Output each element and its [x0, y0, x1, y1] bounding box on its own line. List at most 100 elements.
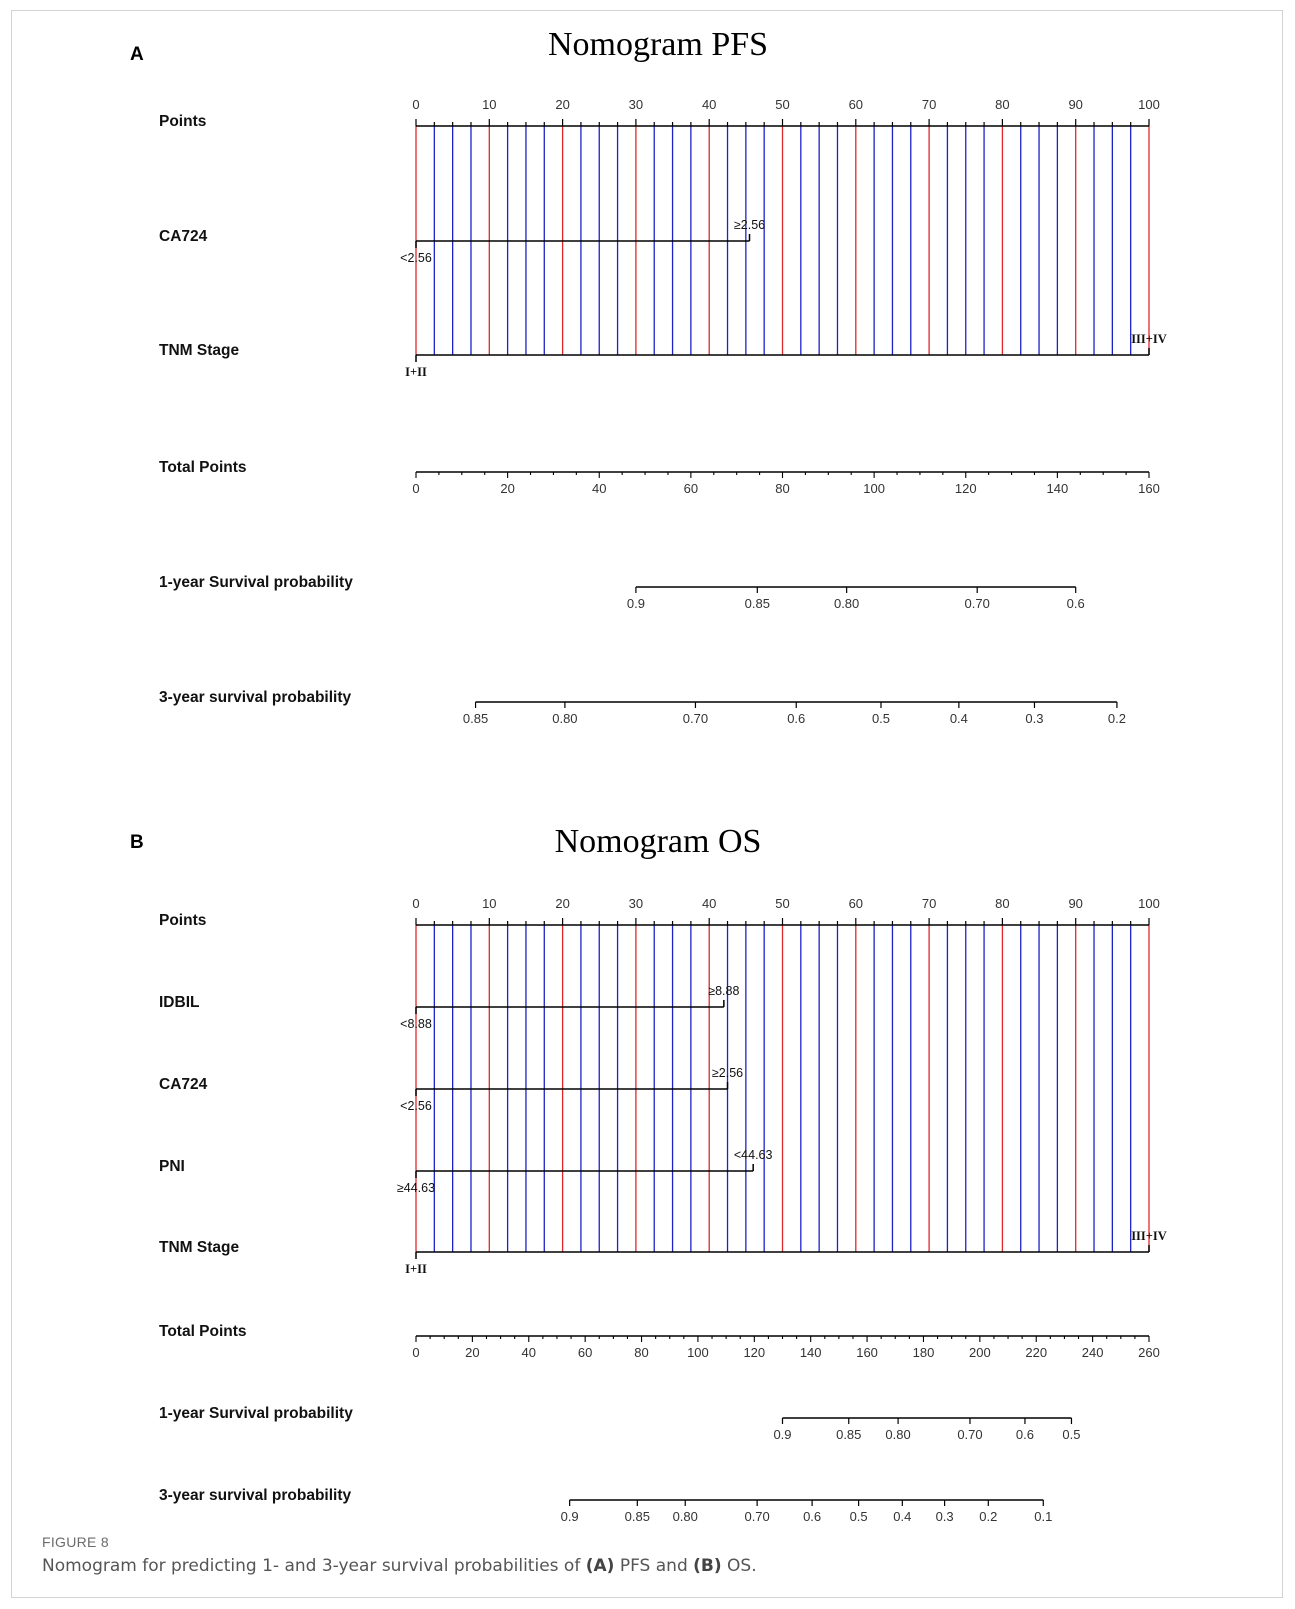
tick-label: 200	[969, 1345, 991, 1360]
level-label: <2.56	[400, 1099, 432, 1113]
level-label: I+II	[405, 1262, 427, 1276]
tick-label: 0.1	[1034, 1509, 1052, 1524]
tick-label: 0.6	[1067, 596, 1085, 611]
level-label: ≥44.63	[397, 1181, 435, 1195]
tick-label: 100	[1138, 97, 1160, 112]
tick-label: 160	[856, 1345, 878, 1360]
tick-label: 60	[849, 896, 863, 911]
level-label: ≥8.88	[708, 984, 739, 998]
nomogram-panel-a: A Nomogram PFS Points 0 10 20 30 40 50 60 70 80 90 10…	[130, 26, 1167, 726]
panel-label: A	[130, 44, 144, 65]
tick-label: 0.2	[1108, 711, 1126, 726]
row-points: Points 0 10 20 30 40 50 60 70 80 90 100	[159, 896, 1160, 929]
row-label: Points	[159, 912, 206, 929]
tick-label: 40	[702, 97, 716, 112]
tick-label: 0.4	[893, 1509, 911, 1524]
tick-label: 240	[1082, 1345, 1104, 1360]
tick-label: 0	[412, 97, 419, 112]
nomogram-panel-b: B Nomogram OS Points 0 10 20 30 40 50 60 70 80 90 100…	[130, 823, 1167, 1524]
tick-label: 80	[995, 97, 1009, 112]
row-label: PNI	[159, 1158, 185, 1175]
tick-label: 0.6	[787, 711, 805, 726]
row-label: Total Points	[159, 1323, 247, 1340]
row-total-points: Total Points 0 20 40 60 80 100 120 140 160	[159, 459, 1160, 496]
tick-label: 60	[684, 481, 698, 496]
tick-label: 80	[775, 481, 789, 496]
level-label: III+IV	[1131, 332, 1167, 346]
tick-label: 0.9	[561, 1509, 579, 1524]
tick-label: 0.5	[850, 1509, 868, 1524]
tick-label: 20	[555, 896, 569, 911]
caption-ref-b: (B)	[693, 1556, 722, 1576]
tick-label: 40	[702, 896, 716, 911]
row-3-year-survival-probability: 3-year survival probability 0.85 0.80 0.70 0…	[159, 689, 1126, 726]
tick-label: 10	[482, 97, 496, 112]
row-label: TNM Stage	[159, 342, 239, 359]
row-label: 1-year Survival probability	[159, 1405, 353, 1422]
tick-label: 0	[412, 1345, 419, 1360]
row-ca724: CA724 <2.56 ≥2.56	[159, 218, 765, 265]
tick-label: 0.2	[979, 1509, 997, 1524]
tick-label: 60	[849, 97, 863, 112]
row-tnm-stage: TNM Stage I+II III+IV	[159, 1229, 1167, 1276]
row-label: Total Points	[159, 459, 247, 476]
figure-frame	[11, 10, 1283, 1598]
tick-label: 0.85	[745, 596, 770, 611]
tick-label: 0.80	[552, 711, 577, 726]
tick-label: 140	[800, 1345, 822, 1360]
tick-label: 0.70	[744, 1509, 769, 1524]
tick-label: 80	[634, 1345, 648, 1360]
tick-label: 70	[922, 97, 936, 112]
tick-label: 0.9	[627, 596, 645, 611]
panel-label: B	[130, 832, 144, 853]
tick-label: 20	[555, 97, 569, 112]
caption-text-3: OS.	[721, 1556, 757, 1576]
tick-label: 80	[995, 896, 1009, 911]
tick-label: 50	[775, 97, 789, 112]
level-label: ≥2.56	[712, 1066, 743, 1080]
tick-label: 0.80	[885, 1427, 910, 1442]
tick-label: 100	[863, 481, 885, 496]
chart-title: Nomogram OS	[555, 823, 762, 860]
row-1-year-survival-probability: 1-year Survival probability 0.9 0.85 0.80 0.…	[159, 1405, 1081, 1442]
tick-label: 0.5	[872, 711, 890, 726]
level-label: <2.56	[400, 251, 432, 265]
tick-label: 40	[522, 1345, 536, 1360]
row-label: TNM Stage	[159, 1239, 239, 1256]
level-label: I+II	[405, 365, 427, 379]
tick-label: 120	[743, 1345, 765, 1360]
tick-label: 0.6	[803, 1509, 821, 1524]
tick-label: 0.9	[773, 1427, 791, 1442]
tick-label: 0.80	[673, 1509, 698, 1524]
tick-label: 0.4	[950, 711, 968, 726]
tick-label: 220	[1025, 1345, 1047, 1360]
level-label: ≥2.56	[734, 218, 765, 232]
caption-text-2: PFS and	[614, 1556, 694, 1576]
figure-caption: Nomogram for predicting 1- and 3-year su…	[42, 1556, 757, 1576]
tick-label: 10	[482, 896, 496, 911]
tick-label: 0	[412, 896, 419, 911]
row-ca724: CA724 <2.56 ≥2.56	[159, 1066, 743, 1113]
tick-label: 0.70	[683, 711, 708, 726]
tick-label: 20	[465, 1345, 479, 1360]
tick-label: 100	[1138, 896, 1160, 911]
tick-label: 160	[1138, 481, 1160, 496]
tick-label: 0.70	[965, 596, 990, 611]
tick-label: 30	[629, 97, 643, 112]
row-idbil: IDBIL <8.88 ≥8.88	[159, 984, 739, 1031]
row-total-points: Total Points 0 20 40 60 80 100 120 140 160 180 200 2…	[159, 1323, 1160, 1360]
tick-label: 120	[955, 481, 977, 496]
row-label: Points	[159, 113, 206, 130]
tick-label: 0.85	[836, 1427, 861, 1442]
tick-label: 20	[500, 481, 514, 496]
row-label: IDBIL	[159, 994, 199, 1011]
tick-label: 0.70	[957, 1427, 982, 1442]
tick-label: 0.85	[625, 1509, 650, 1524]
row-label: CA724	[159, 228, 208, 245]
figure-number: FIGURE 8	[42, 1534, 109, 1550]
tick-label: 100	[687, 1345, 709, 1360]
row-tnm-stage: TNM Stage I+II III+IV	[159, 332, 1167, 379]
tick-label: 60	[578, 1345, 592, 1360]
tick-label: 90	[1068, 97, 1082, 112]
